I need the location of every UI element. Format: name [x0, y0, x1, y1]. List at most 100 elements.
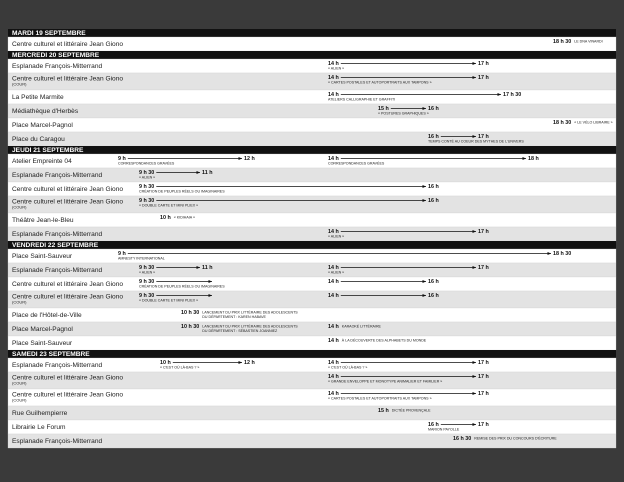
note: À LA DÉCOUVERTE DES ALPHABETS DU MONDE	[342, 338, 427, 343]
end-time: 16 h	[428, 279, 439, 285]
venue: Esplanade François-Mitterrand	[12, 231, 102, 238]
note: AMNESTY INTERNATIONAL	[118, 256, 165, 260]
end-time: 17 h	[478, 374, 489, 380]
start-time: 10 h 30	[181, 324, 199, 330]
end-time: 16 h	[428, 293, 439, 299]
note: « LE VÉLO LIBRAIRE »	[574, 120, 612, 125]
start-time: 9 h 30	[139, 279, 154, 285]
venue: Place Marcel-Pagnol	[12, 326, 73, 333]
start-time: 16 h 30	[453, 436, 471, 442]
row-bg	[7, 248, 617, 264]
venue: Centre culturel et littéraire Jean Giono	[12, 75, 123, 82]
note: « CARTES POSTALES ET AUTOPORTRAITS AUX T…	[328, 396, 432, 400]
row-bg	[7, 405, 617, 421]
start-time: 14 h	[328, 92, 339, 98]
note: « KIDIHAIA »	[174, 216, 195, 220]
note: « ALIEN »	[328, 270, 344, 274]
venue: Librairie Le Forum	[12, 424, 66, 431]
venue: Rue Guilhempierre	[12, 410, 68, 417]
end-time: 17 h	[478, 134, 489, 140]
venue-sub: (COUR)	[12, 398, 27, 403]
start-time: 10 h	[160, 360, 171, 366]
end-time: 17 h	[478, 61, 489, 67]
start-time: 9 h	[118, 156, 126, 162]
end-time: 17 h	[478, 422, 489, 428]
day-title: MERCREDI 20 SEPTEMBRE	[12, 52, 100, 59]
end-time: 16 h	[428, 198, 439, 204]
venue: Esplanade François-Mitterrand	[12, 63, 102, 70]
start-time: 9 h 30	[139, 198, 154, 204]
start-time: 14 h	[328, 338, 339, 344]
note: « DOUBLE CARTE ET MINI PLIEX »	[139, 203, 198, 207]
venue: Esplanade François-Mitterrand	[12, 267, 102, 274]
venue: Théâtre Jean-le-Bleu	[12, 217, 74, 224]
row-bg	[7, 307, 617, 323]
day-header	[8, 350, 616, 358]
note: LE DNA VINARDI	[574, 40, 602, 44]
start-time: 14 h	[328, 156, 339, 162]
start-time: 14 h	[328, 293, 339, 299]
day-header	[8, 146, 616, 154]
note: « ALIEN »	[139, 270, 155, 274]
end-time: 16 h	[428, 184, 439, 190]
start-time: 18 h 30	[553, 120, 571, 126]
note: CRÉATION DE PEUPLES RÉELS OU IMAGINAIRES	[139, 283, 225, 288]
row-bg	[7, 212, 617, 228]
venue: Esplanade François-Mitterrand	[12, 362, 102, 369]
venue: Atelier Empreinte 04	[12, 158, 72, 165]
venue: Centre culturel et littéraire Jean Giono	[12, 391, 123, 398]
day-header	[8, 51, 616, 59]
row-bg	[7, 433, 617, 449]
start-time: 16 h	[428, 134, 439, 140]
start-time: 14 h	[328, 61, 339, 67]
start-time: 9 h 30	[139, 170, 154, 176]
note: « C'EST OÙ LÀ-BAS ? »	[160, 364, 199, 369]
note: « GRANDE ENVELOPPE ET MONOTYPE ANIMALIER…	[328, 379, 442, 383]
start-time: 14 h	[328, 374, 339, 380]
venue-sub: (COUR)	[12, 300, 27, 305]
row-bg	[7, 153, 617, 169]
venue: Centre culturel et littéraire Jean Giono	[12, 186, 123, 193]
start-time: 10 h	[160, 215, 171, 221]
end-time: 16 h	[428, 106, 439, 112]
end-time: 17 h	[478, 265, 489, 271]
venue: Place Saint-Sauveur	[12, 253, 73, 260]
note: « ALIEN »	[328, 234, 344, 238]
start-time: 9 h 30	[139, 184, 154, 190]
day-title: JEUDI 21 SEPTEMBRE	[12, 147, 84, 154]
end-time: 18 h 30	[553, 251, 571, 257]
note: MARION PAYOLLE	[428, 427, 460, 431]
note: KARAOKÉ LITTÉRAIRE	[342, 324, 382, 329]
venue-sub: (COUR)	[12, 381, 27, 386]
day-header	[8, 29, 616, 37]
note: « POSTURES GRAPHIQUES »	[378, 111, 429, 115]
venue: Place Saint-Sauveur	[12, 340, 73, 347]
end-time: 12 h	[244, 156, 255, 162]
note: CORRESPONDANCES GRAVÉES	[328, 160, 385, 165]
venue-sub: (COUR)	[12, 205, 27, 210]
note: LANCEMENT DU PRIX LITTÉRAIRE DES ADOLESC…	[202, 324, 298, 329]
venue: Centre culturel et littéraire Jean Giono	[12, 293, 123, 300]
venue: Centre culturel et littéraire Jean Giono	[12, 281, 123, 288]
start-time: 14 h	[328, 391, 339, 397]
start-time: 14 h	[328, 75, 339, 81]
start-time: 9 h 30	[139, 293, 154, 299]
end-time: 12 h	[244, 360, 255, 366]
note: DU DÉPARTEMENT : KAREN HABAVE	[202, 314, 266, 319]
row-bg	[7, 103, 617, 119]
start-time: 14 h	[328, 324, 339, 330]
venue: Centre culturel et littéraire Jean Giono	[12, 198, 123, 205]
day-title: MARDI 19 SEPTEMBRE	[12, 30, 86, 37]
venue: Centre culturel et littéraire Jean Giono	[12, 41, 123, 48]
day-title: VENDREDI 22 SEPTEMBRE	[12, 242, 99, 249]
note: LANCEMENT DU PRIX LITTÉRAIRE DES ADOLESC…	[202, 310, 298, 315]
note: « ALIEN »	[139, 175, 155, 179]
note: ATELIERS CALLIGRAPHIE ET GRAFFITI	[328, 97, 395, 101]
end-time: 18 h	[528, 156, 539, 162]
venue: Esplanade François-Mitterrand	[12, 438, 102, 445]
start-time: 9 h	[118, 251, 126, 257]
venue: Médiathèque d'Herbès	[12, 108, 79, 115]
start-time: 9 h 30	[139, 265, 154, 271]
row-bg	[7, 89, 617, 105]
row-bg	[7, 335, 617, 351]
